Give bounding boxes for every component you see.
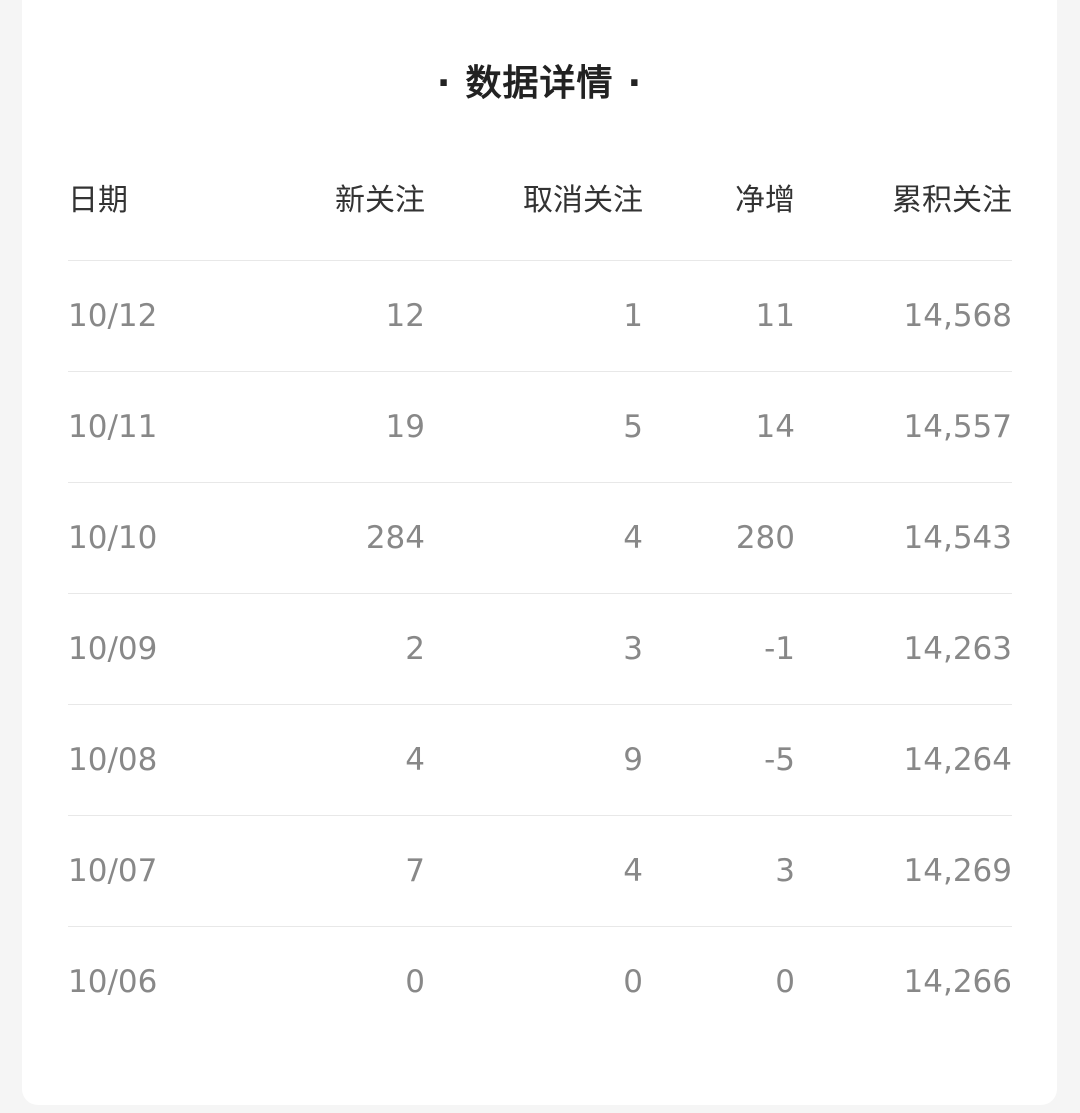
table-row: 10/11 19 5 14 14,557	[68, 372, 1012, 483]
cell-new-follows: 19	[385, 409, 425, 445]
cell-new-follows: 0	[405, 964, 425, 1000]
cell-date: 10/06	[68, 964, 158, 1000]
cell-net-gain: -1	[764, 631, 795, 667]
cell-date: 10/11	[68, 409, 158, 445]
cell-total-follows: 14,557	[903, 409, 1012, 445]
section-title: · 数据详情 ·	[22, 54, 1057, 106]
table-header: 日期 新关注 取消关注 净增 累积关注	[68, 150, 1012, 261]
cell-total-follows: 14,269	[903, 853, 1012, 889]
cell-date: 10/07	[68, 853, 158, 889]
cell-unfollows: 4	[623, 520, 643, 556]
table-row: 10/09 2 3 -1 14,263	[68, 594, 1012, 705]
table-row: 10/10 284 4 280 14,543	[68, 483, 1012, 594]
data-detail-card: · 数据详情 · 日期 新关注 取消关注 净增 累积关注 10/12 12 1 11 14,568 1…	[22, 0, 1057, 1105]
cell-net-gain: 14	[755, 409, 795, 445]
cell-net-gain: 11	[755, 298, 795, 334]
table-row: 10/07 7 4 3 14,269	[68, 816, 1012, 927]
cell-total-follows: 14,568	[903, 298, 1012, 334]
cell-total-follows: 14,266	[903, 964, 1012, 1000]
cell-unfollows: 1	[623, 298, 643, 334]
table-row: 10/08 4 9 -5 14,264	[68, 705, 1012, 816]
cell-new-follows: 284	[365, 520, 425, 556]
cell-new-follows: 2	[405, 631, 425, 667]
table-row: 10/12 12 1 11 14,568	[68, 261, 1012, 372]
cell-new-follows: 12	[385, 298, 425, 334]
cell-new-follows: 4	[405, 742, 425, 778]
column-header-new-follows: 新关注	[335, 183, 425, 218]
cell-net-gain: 280	[735, 520, 795, 556]
column-header-total-follows: 累积关注	[892, 183, 1012, 218]
column-header-date: 日期	[68, 183, 128, 218]
column-header-unfollows: 取消关注	[523, 183, 643, 218]
cell-date: 10/08	[68, 742, 158, 778]
title-dot-right: ·	[627, 63, 643, 104]
cell-total-follows: 14,263	[903, 631, 1012, 667]
title-text: 数据详情	[465, 63, 614, 104]
cell-total-follows: 14,264	[903, 742, 1012, 778]
cell-net-gain: -5	[764, 742, 795, 778]
cell-date: 10/12	[68, 298, 158, 334]
cell-unfollows: 3	[623, 631, 643, 667]
cell-unfollows: 5	[623, 409, 643, 445]
cell-date: 10/10	[68, 520, 158, 556]
cell-total-follows: 14,543	[903, 520, 1012, 556]
cell-net-gain: 0	[775, 964, 795, 1000]
data-table: 日期 新关注 取消关注 净增 累积关注 10/12 12 1 11 14,568 10/11 19 5…	[68, 150, 1012, 1037]
table-row: 10/06 0 0 0 14,266	[68, 927, 1012, 1037]
cell-date: 10/09	[68, 631, 158, 667]
cell-new-follows: 7	[405, 853, 425, 889]
cell-unfollows: 9	[623, 742, 643, 778]
cell-unfollows: 0	[623, 964, 643, 1000]
title-dot-left: ·	[436, 63, 452, 104]
column-header-net-gain: 净增	[735, 183, 795, 218]
cell-net-gain: 3	[775, 853, 795, 889]
cell-unfollows: 4	[623, 853, 643, 889]
